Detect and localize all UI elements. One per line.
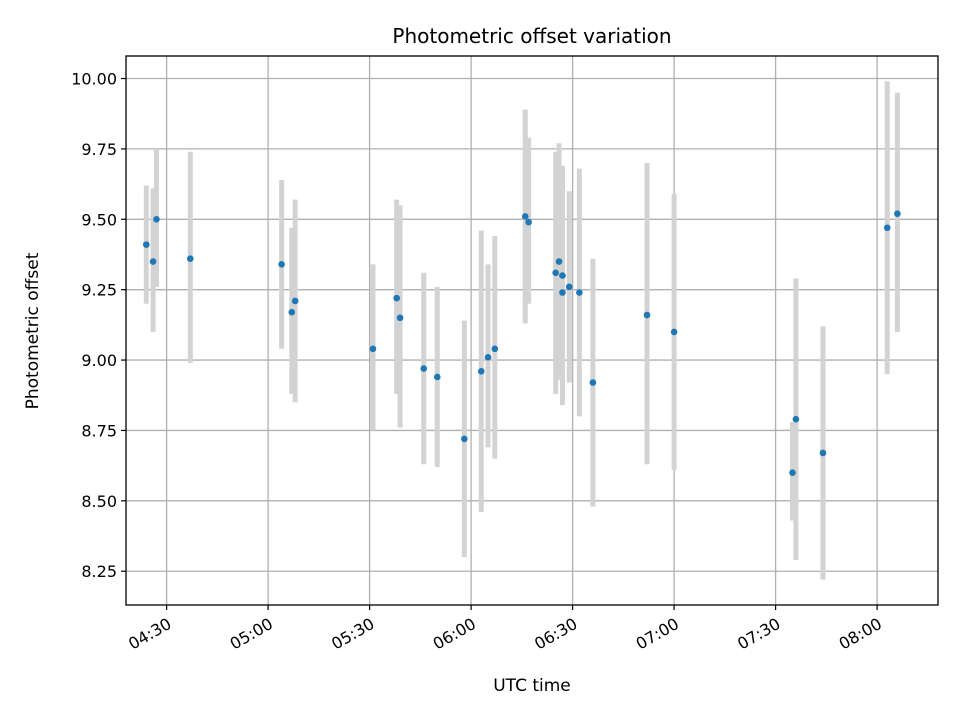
x-tick-label: 08:00: [836, 614, 885, 654]
data-point: [552, 269, 559, 277]
data-point: [153, 215, 160, 223]
data-point: [420, 365, 428, 372]
data-point: [559, 289, 566, 296]
data-point: [565, 283, 573, 291]
y-tick-label: 9.00: [81, 351, 117, 370]
x-tick-label: 05:30: [328, 614, 377, 654]
y-tick-label: 8.50: [81, 492, 117, 511]
data-point: [186, 255, 194, 263]
data-point: [149, 258, 157, 265]
data-point: [491, 345, 499, 353]
data-point: [670, 328, 678, 336]
data-point: [461, 435, 468, 443]
y-axis-ticks: 10.00 9.75 9.50 9.25 9.00 8.75 8.50 8.25: [71, 70, 126, 581]
data-point: [521, 213, 529, 220]
data-point: [393, 294, 400, 302]
data-point: [484, 353, 492, 361]
data-point: [525, 218, 532, 226]
data-point: [555, 258, 563, 265]
data-points: [143, 210, 901, 476]
data-point: [789, 469, 796, 476]
x-tick-label: 06:00: [430, 614, 479, 654]
data-point: [894, 210, 901, 217]
data-point: [291, 297, 299, 305]
y-tick-label: 9.25: [81, 281, 117, 300]
data-point: [288, 308, 296, 316]
x-tick-label: 05:00: [227, 614, 276, 654]
data-point: [819, 449, 827, 457]
data-point: [883, 224, 891, 232]
x-axis-ticks: 04:30 05:00 05:30 06:00 06:30 07:00 07:30 08:00: [125, 605, 885, 654]
y-tick-label: 10.00: [71, 70, 117, 89]
y-axis-label: Photometric offset: [23, 252, 43, 409]
x-tick-label: 07:00: [633, 614, 682, 654]
data-point: [369, 345, 377, 353]
y-tick-label: 9.75: [81, 140, 117, 159]
x-tick-label: 04:30: [125, 614, 174, 654]
x-tick-label: 07:30: [734, 614, 783, 654]
grid: [126, 56, 938, 605]
data-point: [576, 289, 583, 296]
data-point: [433, 373, 441, 381]
data-point: [396, 314, 404, 322]
plot-frame: [125, 55, 939, 606]
x-axis-label: UTC time: [493, 676, 571, 696]
y-tick-label: 8.25: [81, 562, 117, 581]
y-tick-label: 8.75: [81, 421, 117, 440]
chart-title: Photometric offset variation: [392, 24, 671, 48]
data-point: [143, 241, 150, 248]
error-bars: [143, 81, 900, 580]
data-point: [643, 311, 651, 319]
x-tick-label: 06:30: [531, 614, 580, 654]
data-point: [559, 272, 566, 279]
data-point: [792, 415, 800, 423]
data-point: [589, 379, 597, 386]
data-point: [278, 261, 285, 268]
data-point: [477, 368, 485, 375]
y-tick-label: 9.50: [81, 210, 117, 229]
